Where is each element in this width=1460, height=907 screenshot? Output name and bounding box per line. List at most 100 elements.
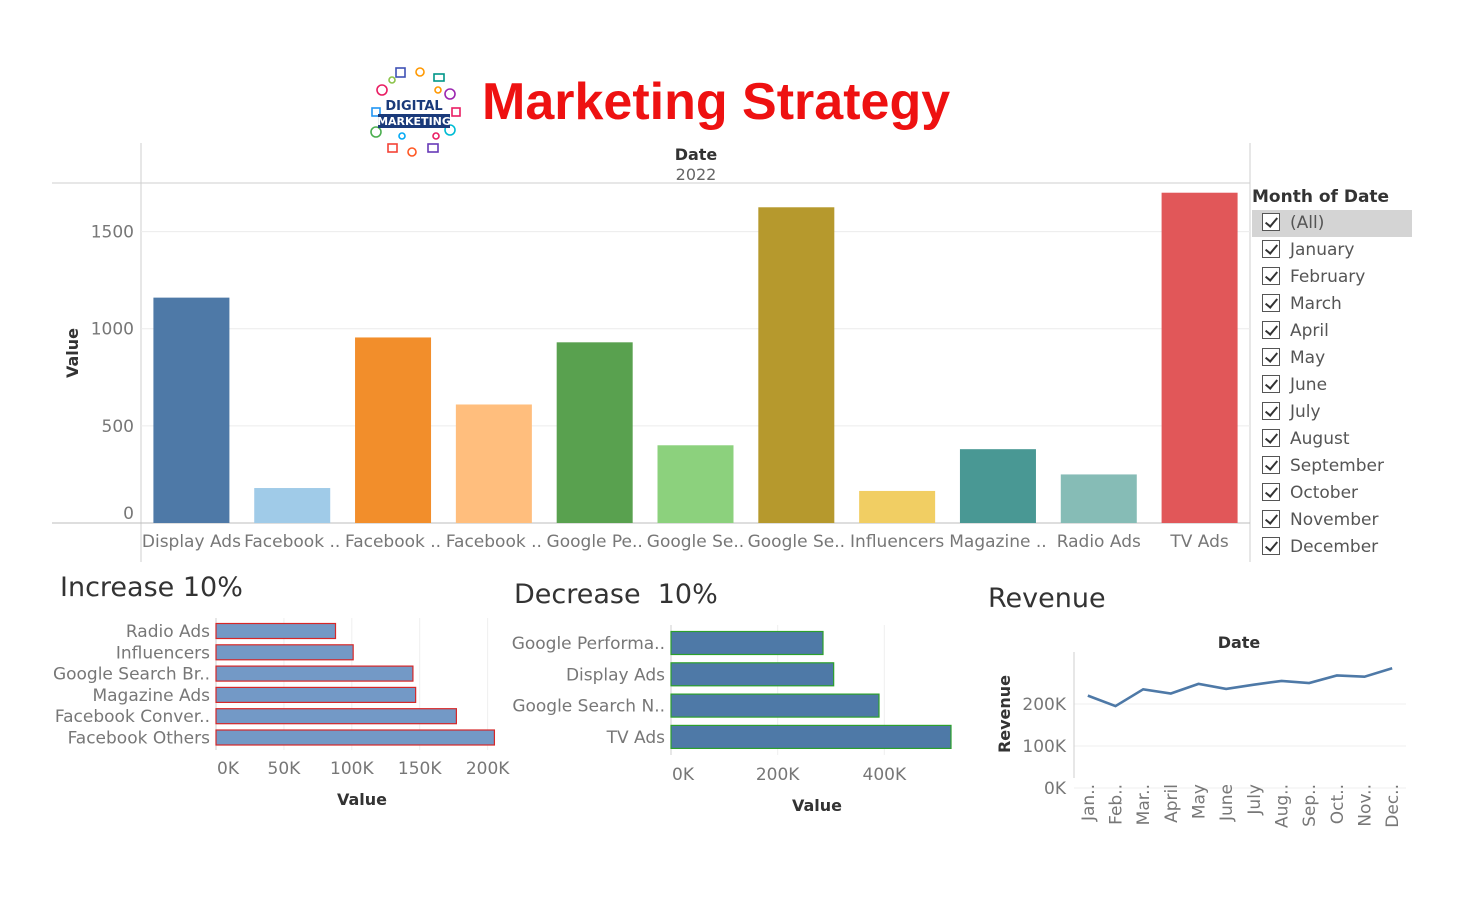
checkbox-icon[interactable] [1262,375,1280,393]
bar[interactable] [1060,474,1137,523]
filter-item[interactable]: (All) [1252,210,1412,237]
x-tick-label: Radio Ads [1057,532,1141,552]
x-tick-label: 0K [217,759,240,779]
filter-item-label: November [1290,510,1379,530]
filter-item[interactable]: October [1252,480,1422,507]
x-tick-label: Facebook .. [244,532,340,552]
checkbox-icon[interactable] [1262,510,1280,528]
y-tick-label: TV Ads [606,728,666,748]
bar[interactable] [215,622,337,640]
filter-item-label: August [1290,429,1350,449]
dashboard-title: Marketing Strategy [482,73,951,131]
digital-marketing-logo: DIGITAL MARKETING [362,60,466,164]
checkbox-icon[interactable] [1262,483,1280,501]
filter-item[interactable]: May [1252,345,1422,372]
y-tick-label: Radio Ads [126,622,210,642]
bar[interactable] [670,693,880,718]
checkbox-icon[interactable] [1262,456,1280,474]
bar[interactable] [1161,192,1238,523]
x-tick-label: TV Ads [1169,532,1229,552]
checkbox-icon[interactable] [1262,402,1280,420]
bar[interactable] [670,662,835,687]
x-tick-label: Facebook .. [446,532,542,552]
filter-item[interactable]: December [1252,534,1422,561]
x-tick-label: 200K [466,759,510,779]
revenue-chart-ylabel: Revenue [995,675,1014,753]
bar[interactable] [556,342,633,523]
bar[interactable] [657,445,734,523]
svg-text:MARKETING: MARKETING [377,115,451,128]
x-tick-label: Google Se.. [748,532,845,552]
bar[interactable] [355,337,432,523]
x-tick-label: Jan.. [1079,784,1099,822]
revenue-line[interactable] [1087,667,1393,708]
filter-item[interactable]: July [1252,399,1422,426]
filter-item[interactable]: June [1252,372,1422,399]
x-tick-label: Aug.. [1273,784,1293,828]
filter-item[interactable]: March [1252,291,1422,318]
filter-item-label: October [1290,483,1359,503]
y-tick-label: Google Search Br.. [53,665,210,685]
bar[interactable] [859,490,936,523]
x-tick-label: Display Ads [142,532,241,552]
checkbox-icon[interactable] [1262,213,1280,231]
bar[interactable] [153,297,230,523]
x-tick-label: Google Pe.. [547,532,643,552]
x-tick-label: Feb.. [1107,784,1127,825]
filter-item[interactable]: February [1252,264,1422,291]
checkbox-icon[interactable] [1262,537,1280,555]
checkbox-icon[interactable] [1262,429,1280,447]
x-tick-label: 150K [398,759,442,779]
main-chart-header: Date [675,145,718,164]
increase-panel-title: Increase 10% [60,572,243,603]
bar[interactable] [455,404,532,523]
filter-item-label: May [1290,348,1326,368]
x-tick-label: July [1245,784,1265,816]
x-tick-label: Magazine .. [949,532,1046,552]
filter-item-label: January [1290,240,1355,260]
bar[interactable] [215,729,496,746]
bar[interactable] [215,686,417,704]
bar[interactable] [670,630,824,656]
x-tick-label: Facebook .. [345,532,441,552]
y-tick-label: Display Ads [566,665,665,685]
checkbox-icon[interactable] [1262,348,1280,366]
filter-item[interactable]: August [1252,426,1422,453]
filter-item[interactable]: April [1252,318,1422,345]
filter-item[interactable]: November [1252,507,1422,534]
bar[interactable] [758,207,835,524]
x-tick-label: Nov.. [1356,784,1376,827]
month-filter: Month of Date (All) January February March A… [1252,184,1422,561]
bar[interactable] [670,724,952,750]
y-tick-label: Facebook Conver.. [55,707,210,727]
y-tick-label: 500 [102,417,134,437]
x-tick-label: Oct.. [1328,784,1348,824]
checkbox-icon[interactable] [1262,321,1280,339]
bar[interactable] [959,449,1036,523]
revenue-panel-title: Revenue [988,583,1106,614]
x-tick-label: 100K [330,759,374,779]
y-tick-label: 0K [1044,779,1067,799]
filter-item[interactable]: January [1252,237,1422,264]
y-tick-label: Google Search N.. [512,697,665,717]
checkbox-icon[interactable] [1262,294,1280,312]
decrease-panel-title: Decrease 10% [514,579,718,610]
bar[interactable] [215,665,414,682]
filter-item[interactable]: September [1252,453,1422,480]
increase-chart-xlabel: Value [337,790,387,809]
x-tick-label: Mar.. [1134,784,1154,825]
checkbox-icon[interactable] [1262,267,1280,285]
svg-text:DIGITAL: DIGITAL [385,99,442,114]
y-tick-label: Facebook Others [68,729,211,749]
bar[interactable] [215,708,457,725]
x-tick-label: Influencers [850,532,944,552]
x-tick-label: Dec.. [1383,784,1403,828]
x-tick-label: Sep.. [1300,784,1320,827]
checkbox-icon[interactable] [1262,240,1280,258]
filter-title: Month of Date [1252,187,1390,207]
bar[interactable] [254,488,331,523]
y-tick-label: 1000 [91,320,134,340]
bar[interactable] [215,644,354,661]
x-tick-label: June [1217,784,1237,822]
